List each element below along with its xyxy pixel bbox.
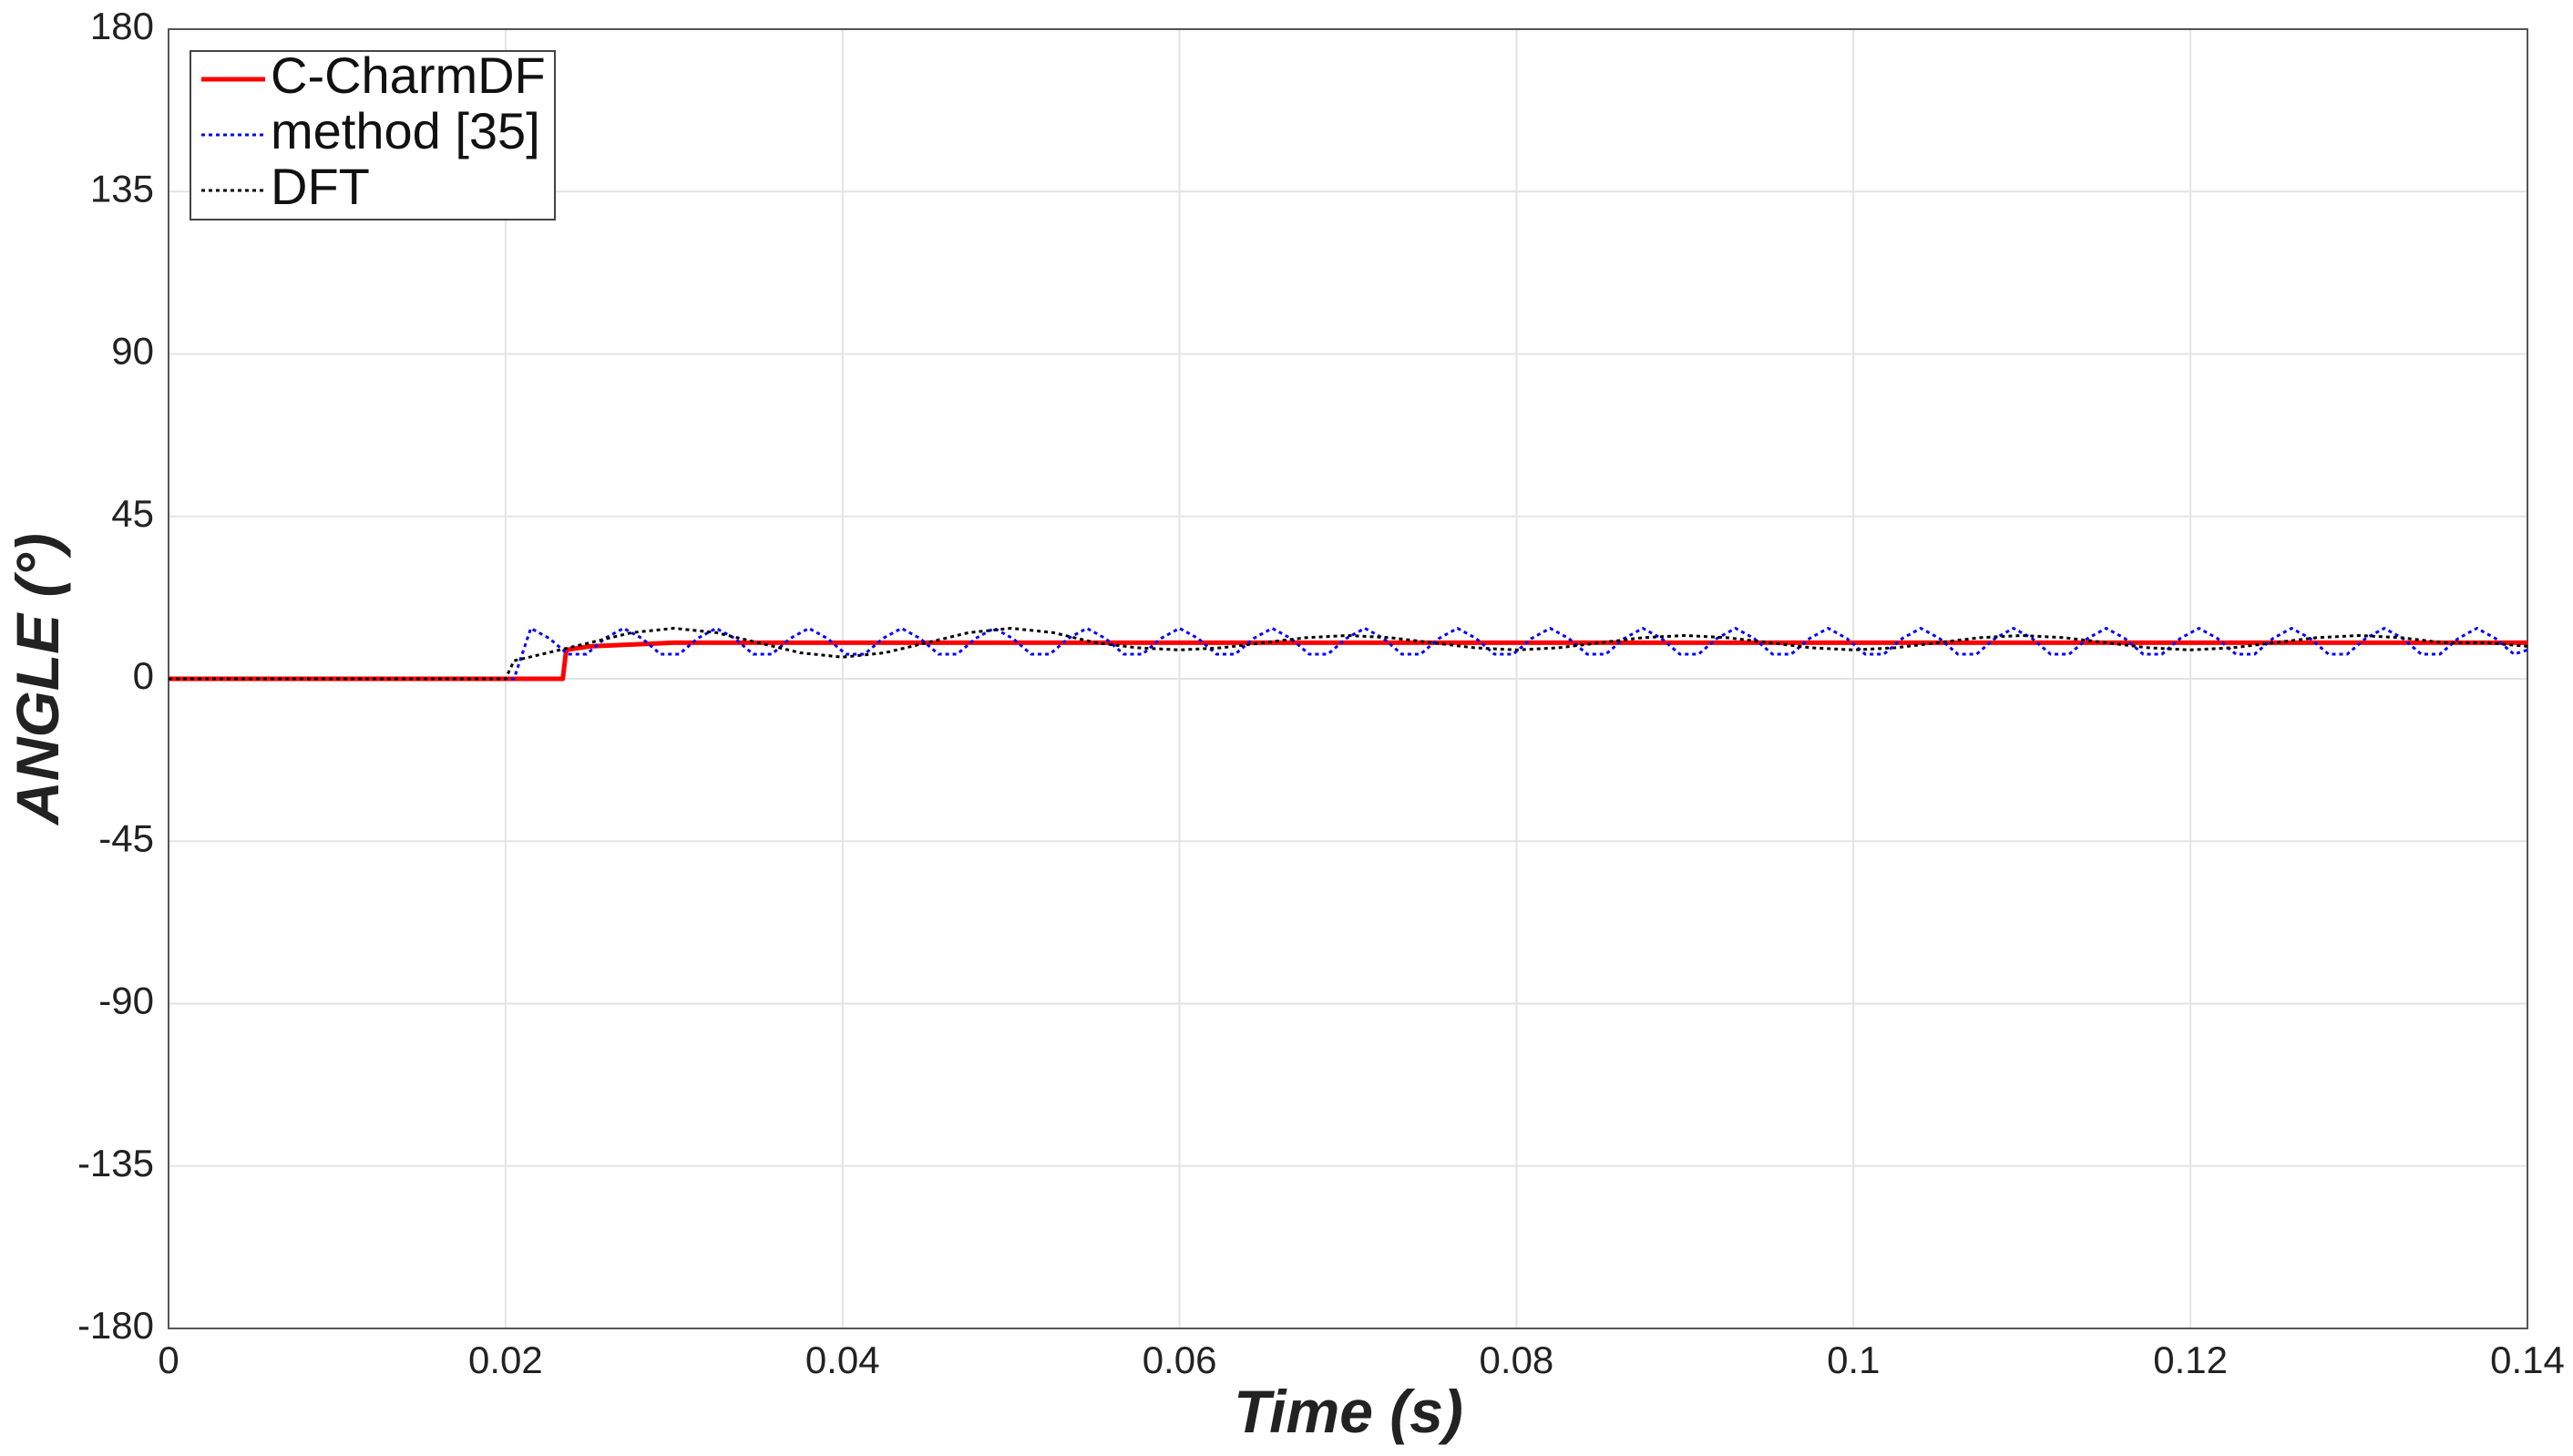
x-tick-label: 0.12: [2153, 1338, 2228, 1381]
legend-label: method [35]: [271, 102, 540, 159]
legend-label: DFT: [271, 158, 370, 215]
x-tick-label: 0.04: [805, 1338, 880, 1381]
legend-label: C-CharmDF: [271, 46, 546, 104]
x-tick-label: 0.14: [2490, 1338, 2565, 1381]
y-tick-label: -135: [77, 1142, 154, 1184]
x-tick-label: 0.1: [1827, 1338, 1880, 1381]
x-tick-label: 0.06: [1143, 1338, 1217, 1381]
x-tick-label: 0.08: [1480, 1338, 1554, 1381]
x-tick-label: 0.02: [468, 1338, 543, 1381]
series-line: [169, 627, 2528, 681]
y-tick-label: 90: [111, 330, 154, 373]
x-tick-label: 0: [158, 1338, 179, 1381]
series-line: [169, 627, 2528, 681]
x-axis-title: Time (s): [1234, 1378, 1463, 1445]
y-tick-label: 180: [90, 5, 154, 47]
y-tick-label: 0: [133, 654, 154, 697]
y-tick-label: -45: [98, 816, 154, 859]
y-tick-label: -90: [98, 979, 154, 1022]
y-tick-label: 135: [90, 167, 154, 210]
y-axis-title: ANGLE (°): [4, 533, 71, 826]
y-tick-label: -180: [77, 1304, 154, 1347]
y-tick-label: 45: [111, 492, 154, 535]
